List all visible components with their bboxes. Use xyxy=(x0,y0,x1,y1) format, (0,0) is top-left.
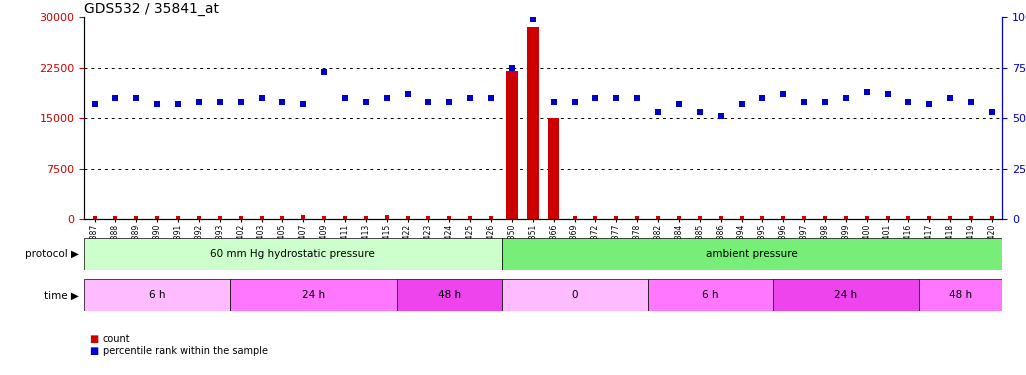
Text: ■: ■ xyxy=(89,346,98,355)
Text: ■: ■ xyxy=(89,334,98,344)
Bar xyxy=(506,71,518,219)
Text: 60 mm Hg hydrostatic pressure: 60 mm Hg hydrostatic pressure xyxy=(210,249,376,259)
Bar xyxy=(397,279,502,311)
Text: protocol ▶: protocol ▶ xyxy=(25,249,79,259)
Text: ambient pressure: ambient pressure xyxy=(706,249,798,259)
Text: 24 h: 24 h xyxy=(834,290,858,300)
Text: 24 h: 24 h xyxy=(302,290,325,300)
Text: 48 h: 48 h xyxy=(438,290,461,300)
Bar xyxy=(230,279,397,311)
Text: percentile rank within the sample: percentile rank within the sample xyxy=(103,346,268,355)
Bar xyxy=(502,279,647,311)
Bar xyxy=(502,238,1002,270)
Text: 6 h: 6 h xyxy=(702,290,718,300)
Text: GDS532 / 35841_at: GDS532 / 35841_at xyxy=(84,2,220,16)
Text: 6 h: 6 h xyxy=(149,290,165,300)
Bar xyxy=(919,279,1002,311)
Bar xyxy=(527,27,539,219)
Bar xyxy=(84,238,502,270)
Text: 48 h: 48 h xyxy=(949,290,973,300)
Bar xyxy=(647,279,773,311)
Text: count: count xyxy=(103,334,130,344)
Text: 0: 0 xyxy=(571,290,578,300)
Bar xyxy=(84,279,230,311)
Text: time ▶: time ▶ xyxy=(44,290,79,300)
Bar xyxy=(548,118,559,219)
Bar xyxy=(773,279,919,311)
